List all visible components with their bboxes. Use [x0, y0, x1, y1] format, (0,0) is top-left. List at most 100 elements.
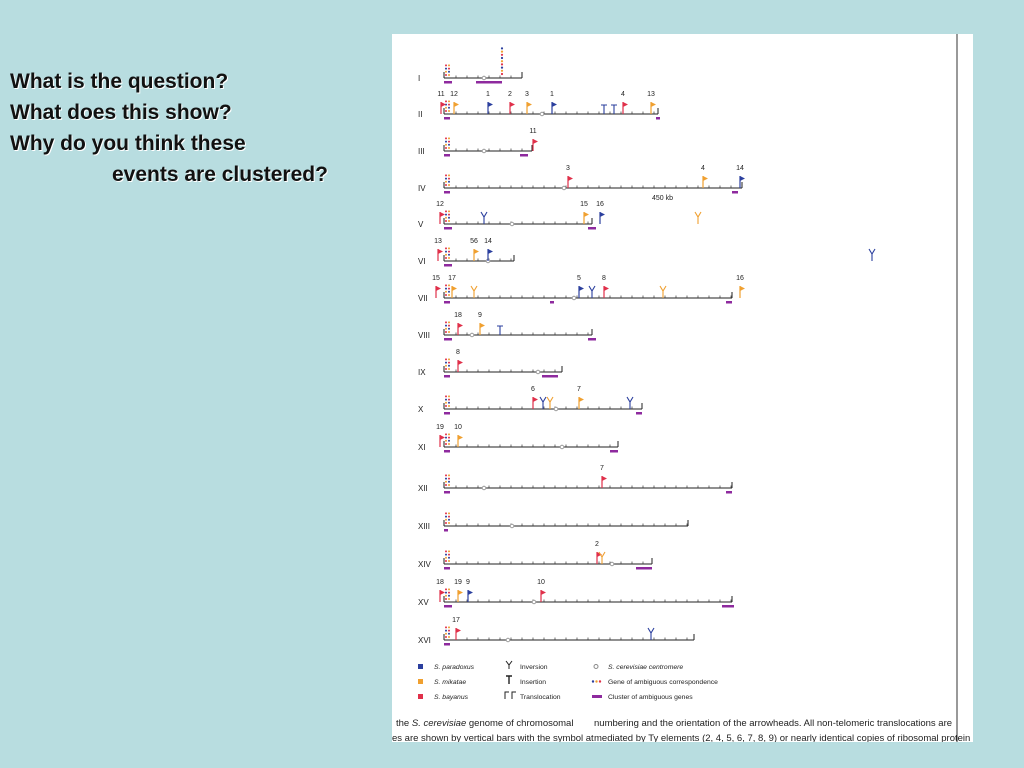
ambiguous-gene-dot [448, 290, 450, 293]
ambiguous-gene-dot [448, 522, 450, 524]
ambiguous-gene-dot [448, 632, 450, 635]
translocation-flag [440, 590, 445, 595]
rearrangement-number: 4 [621, 91, 625, 98]
chromosome-label: VIII [418, 331, 430, 340]
rearrangement-number: 17 [452, 617, 460, 624]
ambiguous-gene-dot [445, 67, 447, 70]
ambiguous-cluster-bar [726, 301, 732, 304]
inversion-symbol [659, 285, 667, 298]
translocation-flag [456, 628, 461, 633]
translocation-flag [740, 286, 745, 291]
ambiguous-gene-dot [448, 74, 450, 76]
legend-swatch [418, 694, 423, 699]
ambiguous-gene-dot [448, 143, 450, 146]
translocation-flag [452, 286, 457, 291]
ambiguous-gene-dot [445, 636, 447, 638]
ambiguous-cluster-bar [444, 191, 450, 194]
caption-right-line2: mediated by Ty elements (2, 4, 5, 6, 7, … [594, 733, 971, 742]
ambiguous-gene-dot [448, 364, 450, 367]
legend-label: S. paradoxus [434, 664, 475, 671]
ambiguous-gene-dot [448, 177, 450, 180]
insertion-symbol [611, 104, 617, 114]
ambiguous-gene-dot [448, 361, 450, 364]
ambiguous-gene-dot [448, 518, 450, 521]
ambiguous-gene-dot [448, 405, 450, 407]
ambiguous-gene-dot [448, 253, 450, 256]
ambiguous-gene-dot [448, 550, 450, 553]
ambiguous-gene-dot [448, 220, 450, 222]
ambiguous-gene-dot [448, 439, 450, 442]
ambiguous-gene-dot [445, 213, 447, 216]
legend-label: Cluster of ambiguous genes [608, 694, 693, 701]
ambiguous-cluster-bar [444, 491, 450, 494]
ambiguous-cluster-bar [656, 117, 660, 120]
caption-left-line2: es are shown by vertical bars with the s… [392, 733, 594, 742]
ambiguous-gene-dot [448, 64, 450, 67]
ambiguous-cluster-bar [542, 375, 558, 378]
ambiguous-gene-dot [445, 74, 447, 76]
ambiguous-gene-dot [445, 401, 447, 404]
ambiguous-gene-dot [445, 560, 447, 562]
centromere-marker [553, 406, 559, 412]
ambiguous-gene-dot [448, 398, 450, 401]
rearrangement-number: 14 [484, 238, 492, 245]
centromere-marker [535, 369, 541, 375]
centromere-marker [559, 444, 565, 450]
ambiguous-cluster-bar [444, 450, 450, 453]
ambiguous-cluster-bar [476, 81, 502, 84]
rearrangement-number: 1 [550, 91, 554, 98]
translocation-flag [597, 552, 602, 557]
translocation-flag [440, 435, 445, 440]
translocation-flag [474, 249, 479, 254]
centromere-marker [571, 295, 577, 301]
inversion-symbol [694, 211, 702, 224]
ambiguous-gene-dot [448, 443, 450, 445]
ambiguous-gene-dot [445, 364, 447, 367]
ambiguous-gene-dot [445, 177, 447, 180]
ambiguous-gene-dot [445, 100, 447, 103]
chromosome-label: XV [418, 598, 429, 607]
ambiguous-gene-dot [445, 361, 447, 364]
ambiguous-cluster-bar [444, 264, 452, 267]
legend-label: Insertion [520, 679, 546, 686]
ambiguous-gene-dot [445, 106, 447, 109]
ambiguous-gene-dot [448, 210, 450, 213]
rearrangement-number: 56 [470, 238, 478, 245]
ambiguous-gene-dot [448, 287, 450, 290]
ambiguous-gene-dot [448, 477, 450, 480]
ambiguous-cluster-bar [588, 227, 596, 230]
caption-right-line1: numbering and the orientation of the arr… [594, 718, 953, 729]
centromere-marker [481, 75, 487, 81]
ambiguous-gene-dot [445, 433, 447, 436]
ambiguous-gene-dot [445, 250, 447, 253]
legend-label: Translocation [520, 694, 561, 701]
centromere-marker [481, 485, 487, 491]
translocation-flag [740, 176, 745, 181]
chromosome-label: XIII [418, 522, 430, 531]
ambiguous-gene-dot [445, 629, 447, 632]
ambiguous-gene-dot [445, 110, 447, 112]
ambiguous-gene-dot [448, 331, 450, 333]
ambiguous-gene-dot [448, 556, 450, 559]
ambiguous-gene-dot [448, 436, 450, 439]
ambiguous-gene-dot [445, 321, 447, 324]
ambiguous-gene-dot [448, 137, 450, 140]
ambiguous-gene-dot [445, 484, 447, 486]
ambiguous-cluster-bar [444, 605, 452, 608]
translocation-flag [438, 249, 443, 254]
rearrangement-number: 19 [436, 424, 444, 431]
translocation-flag [488, 249, 493, 254]
centromere-marker [561, 185, 567, 191]
insertion-symbol [601, 104, 607, 114]
chromosome-label: VI [418, 257, 426, 266]
ambiguous-gene-dot [445, 331, 447, 333]
ambiguous-gene-dot [445, 398, 447, 401]
ambiguous-gene-dot [448, 147, 450, 149]
ambiguous-gene-dot [448, 184, 450, 186]
legend-label: S. mikatae [434, 679, 466, 686]
ambiguous-gene-dot [448, 591, 450, 594]
translocation-flag [584, 212, 589, 217]
ambiguous-gene-dot [445, 220, 447, 222]
ambiguous-gene-dot [445, 358, 447, 361]
ambiguous-gene-dot [445, 70, 447, 73]
